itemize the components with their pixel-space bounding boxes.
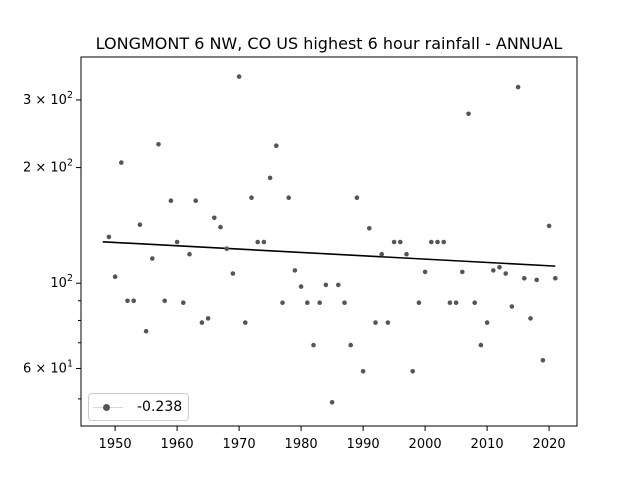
legend-handle [89, 402, 127, 412]
scatter-point [205, 316, 211, 321]
scatter-point [435, 239, 440, 245]
scatter-point [150, 256, 155, 261]
y-tick-label: 2 × 102 [23, 158, 73, 176]
scatter-point [199, 320, 205, 325]
scatter-point [193, 198, 198, 203]
x-tick-label: 1990 [347, 437, 380, 452]
scatter-point [416, 300, 422, 306]
scatter-point [422, 269, 428, 275]
scatter-point [137, 222, 143, 227]
y-tick-label: 6 × 101 [23, 358, 73, 376]
scatter-point [255, 239, 260, 245]
scatter-point [404, 251, 409, 257]
scatter-point [410, 369, 416, 374]
scatter-point [447, 300, 453, 306]
scatter-point [497, 265, 502, 270]
scatter-point [348, 342, 354, 348]
scatter-point [478, 342, 484, 348]
x-tick-label: 2000 [409, 437, 442, 452]
x-tick-label: 2010 [471, 437, 504, 452]
x-tick-label: 1960 [161, 437, 194, 452]
scatter-point [528, 316, 533, 321]
scatter-point [553, 276, 558, 281]
scatter-point [336, 282, 341, 288]
scatter-point [385, 320, 391, 325]
x-tick-label: 2020 [533, 437, 566, 452]
scatter-point [243, 320, 248, 325]
scatter-point [236, 74, 242, 79]
scatter-point [522, 276, 527, 281]
scatter-point [429, 239, 434, 245]
x-tick-label: 1980 [285, 437, 318, 452]
scatter-point [131, 298, 136, 304]
scatter-point [125, 298, 130, 304]
scatter-point [143, 328, 149, 334]
scatter-point [261, 239, 267, 245]
scatter-point [218, 224, 223, 230]
scatter-point [156, 142, 161, 147]
scatter-point [503, 271, 509, 276]
scatter-point [174, 239, 180, 245]
scatter-point [441, 239, 447, 245]
scatter-point [212, 215, 217, 221]
scatter-point [373, 320, 378, 325]
y-tick-label: 102 [50, 273, 73, 291]
scatter-point [472, 300, 478, 306]
x-tick-label: 1970 [223, 437, 256, 452]
scatter-point [274, 143, 279, 148]
scatter-point [267, 175, 273, 181]
scatter-point [224, 246, 229, 251]
scatter-point [491, 268, 496, 273]
chart-title: LONGMONT 6 NW, CO US highest 6 hour rain… [95, 34, 563, 53]
scatter-point [317, 300, 323, 306]
scatter-point [292, 268, 298, 273]
scatter-point [466, 111, 471, 117]
scatter-point [453, 300, 459, 306]
legend: -0.238 [88, 393, 189, 421]
scatter-point [106, 234, 112, 240]
scatter-point [342, 300, 347, 306]
scatter-point [540, 358, 546, 363]
scatter-point [360, 369, 366, 374]
scatter-point [162, 298, 167, 304]
trend-line [102, 240, 556, 267]
scatter-point [509, 304, 515, 309]
scatter-point [534, 277, 539, 283]
scatter-point [329, 400, 335, 405]
scatter-point [280, 300, 285, 306]
scatter-point [168, 198, 174, 203]
scatter-marker-icon [103, 403, 110, 411]
scatter-point [367, 226, 372, 231]
scatter-point [119, 160, 124, 165]
scatter-point [379, 251, 385, 257]
scatter-point [398, 239, 403, 245]
legend-label: -0.238 [137, 399, 183, 415]
scatter-point [112, 274, 118, 280]
scatter-point [484, 320, 490, 325]
scatter-point [187, 251, 192, 257]
scatter-point [249, 195, 254, 200]
plot-frame [80, 56, 578, 427]
scatter-point [460, 269, 465, 275]
scatter-point [515, 84, 521, 90]
scatter-point [230, 271, 236, 276]
x-tick-label: 1950 [99, 437, 132, 452]
scatter-point [286, 195, 292, 200]
scatter-point [181, 300, 186, 306]
scatter-point [354, 195, 360, 200]
scatter-point [311, 342, 316, 348]
scatter-point [323, 282, 329, 288]
y-tick-label: 3 × 102 [23, 90, 73, 108]
scatter-point [391, 239, 397, 245]
scatter-point [305, 300, 310, 306]
scatter-point [546, 223, 552, 229]
scatter-point [298, 284, 304, 289]
